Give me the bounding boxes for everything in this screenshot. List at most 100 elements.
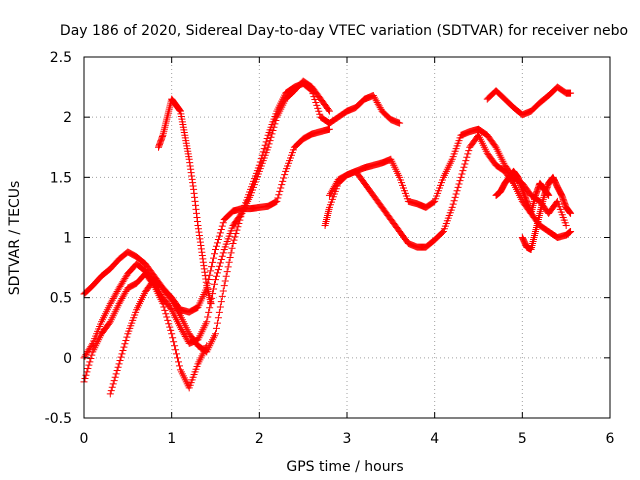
y-tick-label: 0 (63, 351, 72, 367)
data-point (227, 249, 235, 257)
data-point (206, 304, 214, 312)
data-point (175, 362, 183, 370)
data-point (459, 167, 467, 175)
data-point (161, 306, 169, 314)
data-point (203, 318, 211, 326)
data-point (452, 190, 460, 198)
data-point (119, 346, 127, 354)
data-point (218, 292, 226, 300)
data-point (311, 96, 319, 104)
data-point (163, 313, 171, 321)
series-track-5 (155, 95, 215, 308)
data-point (216, 229, 224, 237)
data-point (172, 346, 180, 354)
chart-title: Day 186 of 2020, Sidereal Day-to-day VTE… (60, 23, 628, 39)
data-point (210, 254, 218, 262)
data-point (215, 232, 223, 240)
data-point (166, 323, 174, 331)
data-point (107, 387, 115, 395)
data-point (222, 272, 230, 280)
data-point (209, 258, 217, 266)
x-tick-label: 1 (167, 431, 176, 447)
data-point (219, 287, 227, 295)
data-point (324, 106, 332, 114)
data-point (460, 163, 468, 171)
data-point (562, 221, 570, 229)
y-tick-label: -0.5 (45, 411, 72, 427)
data-point (106, 390, 114, 398)
y-tick-label: 2 (63, 110, 72, 126)
data-point (235, 219, 243, 227)
data-point (276, 187, 284, 195)
data-point (204, 313, 212, 321)
data-point (213, 239, 221, 247)
data-point (159, 300, 167, 308)
x-tick-label: 3 (343, 431, 352, 447)
data-point (232, 229, 240, 237)
data-point (215, 308, 223, 316)
data-point (215, 262, 223, 270)
data-point (214, 314, 222, 322)
data-point (207, 300, 215, 308)
data-point (174, 354, 182, 362)
data-point (213, 319, 221, 327)
data-point (266, 137, 274, 145)
data-point (160, 303, 168, 311)
data-point (207, 267, 215, 275)
data-point (325, 125, 333, 133)
x-tick-label: 5 (518, 431, 527, 447)
data-point (203, 342, 211, 350)
series-track-4 (80, 270, 211, 392)
data-point (265, 140, 273, 148)
data-point (211, 280, 219, 288)
data-point (451, 193, 459, 201)
data-point (270, 123, 278, 131)
data-point (87, 355, 95, 363)
x-tick-label: 2 (255, 431, 264, 447)
data-point (274, 194, 282, 202)
data-point (205, 308, 213, 316)
y-tick-label: 1.5 (50, 170, 72, 186)
x-tick-label: 6 (606, 431, 615, 447)
data-point (218, 222, 226, 230)
data-point (315, 107, 323, 115)
data-point (396, 119, 404, 127)
data-point (164, 316, 172, 324)
data-point (174, 358, 182, 366)
series-track-10 (518, 173, 575, 254)
series-track-8 (483, 83, 575, 119)
y-tick-label: 1 (63, 231, 72, 247)
data-point (231, 233, 239, 241)
data-point (112, 370, 120, 378)
x-tick-label: 4 (430, 431, 439, 447)
data-point (236, 216, 244, 224)
data-point (267, 133, 275, 141)
data-point (175, 310, 183, 318)
data-point (280, 174, 288, 182)
data-point (210, 285, 218, 293)
data-point (456, 177, 464, 185)
data-point (228, 244, 236, 252)
data-point (169, 334, 177, 342)
data-point (168, 330, 176, 338)
data-point (123, 333, 131, 341)
data-point (88, 351, 96, 359)
data-point (453, 187, 461, 195)
data-point (268, 130, 276, 138)
data-point (84, 365, 92, 373)
data-point (316, 110, 324, 118)
y-tick-label: 2.5 (50, 50, 72, 66)
data-point (229, 240, 237, 248)
y-tick-label: 0.5 (50, 291, 72, 307)
data-point (230, 236, 238, 244)
data-point (120, 343, 128, 351)
data-point (83, 368, 91, 376)
data-point (219, 219, 227, 227)
data-point (117, 353, 125, 361)
data-point (116, 357, 124, 365)
data-point (449, 200, 457, 208)
data-point (212, 324, 220, 332)
data-point (170, 338, 178, 346)
